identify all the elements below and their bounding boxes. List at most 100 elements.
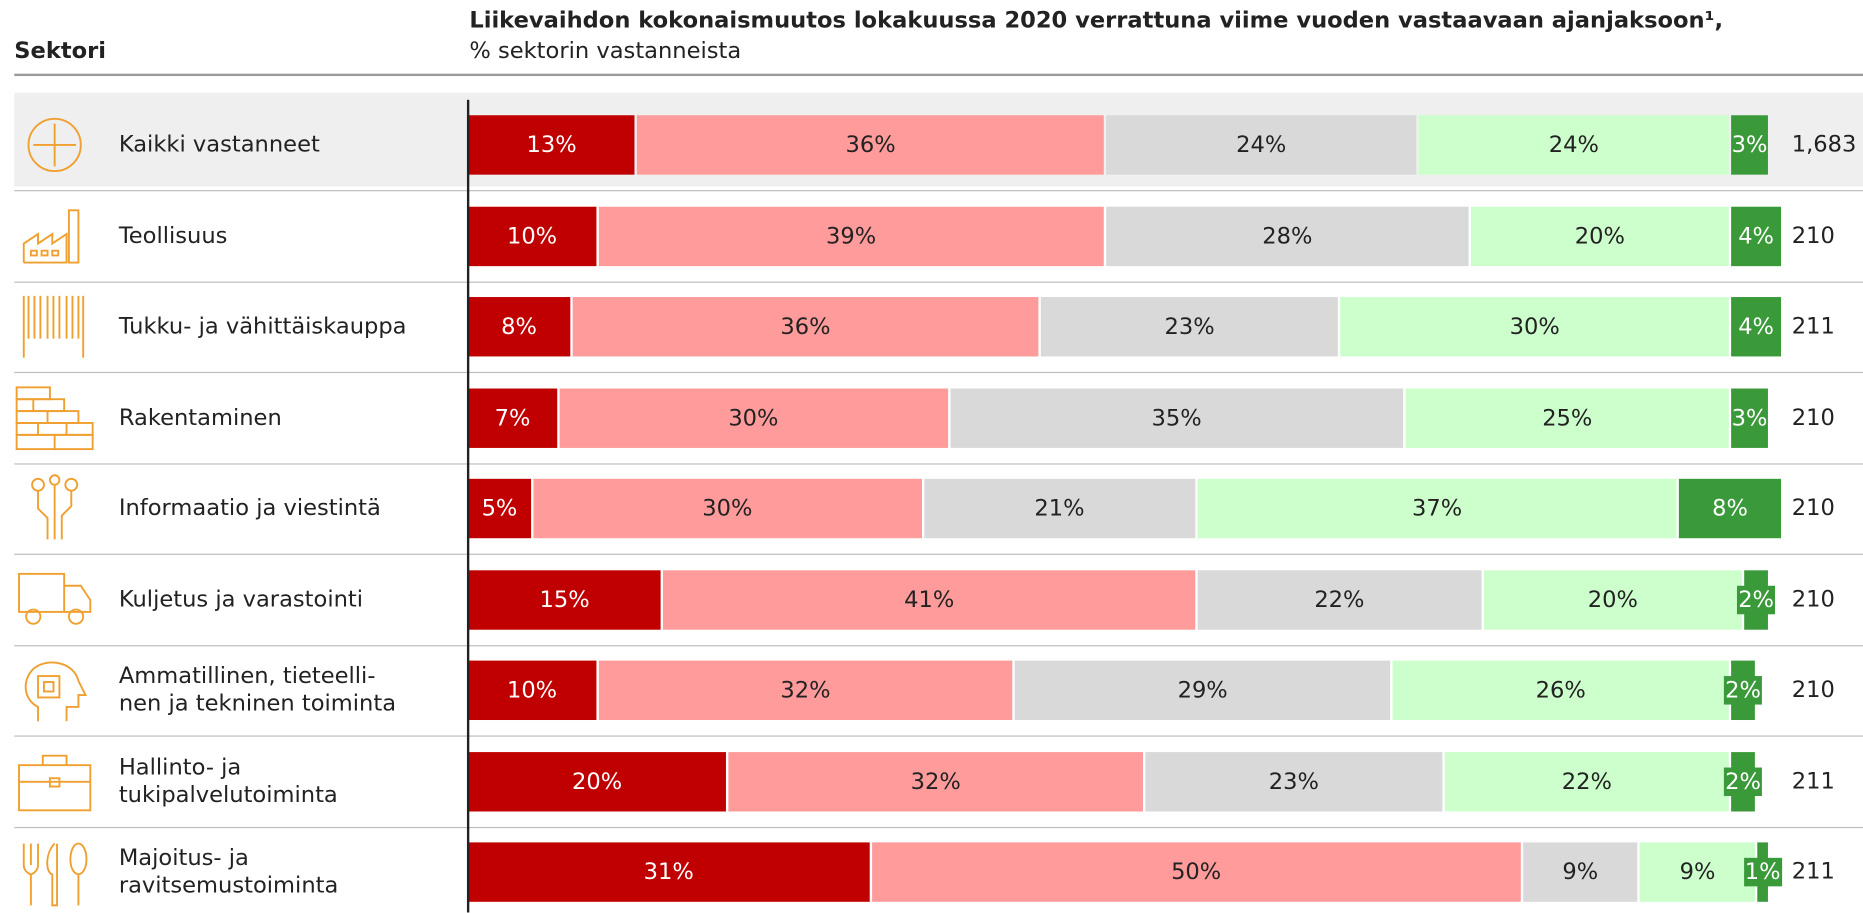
bar-value-label: 3% xyxy=(1731,404,1768,431)
bar-segment xyxy=(949,387,1404,448)
bar-segment xyxy=(1418,115,1729,175)
row-separator xyxy=(14,644,1863,647)
bar-segment xyxy=(1679,478,1781,539)
bar-value-label: 9% xyxy=(1679,859,1716,886)
bar-segment xyxy=(1106,206,1469,266)
bar-segment xyxy=(1340,297,1729,357)
respondent-count: 210 xyxy=(1791,494,1835,521)
bar-segment xyxy=(1731,115,1768,175)
bar-value-label: 9% xyxy=(1562,859,1599,886)
bar-value-label: 2% xyxy=(1723,676,1763,705)
bar-segment xyxy=(1106,115,1417,175)
bar-segment xyxy=(572,297,1039,357)
icon-part xyxy=(40,249,49,256)
row-separator xyxy=(14,190,1863,192)
bar-segment xyxy=(468,569,662,630)
bar-value-label: 7% xyxy=(494,404,531,431)
icon-part xyxy=(15,421,94,436)
bar-value-label: 30% xyxy=(728,404,779,431)
sector-icon xyxy=(14,746,95,817)
bar-segment xyxy=(1041,297,1339,357)
row-separator xyxy=(14,372,1863,374)
icon-part xyxy=(18,763,92,811)
icon-part xyxy=(64,477,79,492)
bar-segment xyxy=(468,842,870,902)
icon-part xyxy=(22,295,85,358)
bar-segment xyxy=(1483,569,1742,630)
icon-part xyxy=(18,572,66,613)
category-label: Teollisuus xyxy=(118,222,228,249)
icon-part xyxy=(27,117,82,173)
icon-part xyxy=(48,776,61,787)
icon-part xyxy=(15,385,51,400)
bar-segment xyxy=(533,478,922,539)
bar-value-label: 1% xyxy=(1743,857,1782,887)
icon-part xyxy=(25,607,42,625)
bar-segment xyxy=(1015,660,1391,721)
sector-icon xyxy=(14,382,95,453)
bar-value-label: 25% xyxy=(1542,404,1593,431)
sector-icon xyxy=(14,836,95,907)
icon-part xyxy=(67,607,85,625)
bar-segment xyxy=(1392,660,1729,721)
bar-value-label: 10% xyxy=(506,222,558,249)
bar-value-label: 35% xyxy=(1151,404,1202,431)
sector-icon xyxy=(14,200,95,271)
category-label: Informaatio ja viestintä xyxy=(118,494,381,521)
row-separator xyxy=(14,553,1863,556)
bar-segment xyxy=(468,751,727,811)
bar-segment xyxy=(1731,206,1781,266)
bar-value-label: 30% xyxy=(702,495,753,522)
respondent-count: 211 xyxy=(1791,858,1835,885)
bar-value-label: 23% xyxy=(1164,313,1215,340)
bar-value-label: 32% xyxy=(910,768,961,795)
bar-value-label: 30% xyxy=(1509,313,1560,340)
row-separator xyxy=(14,463,1863,465)
bar-segment xyxy=(663,569,1195,630)
bar-value-label: 39% xyxy=(825,222,877,249)
icon-part xyxy=(64,584,92,613)
icon-part xyxy=(15,385,94,450)
bar-segment xyxy=(468,115,636,175)
category-label: Kuljetus ja varastointi xyxy=(118,585,364,612)
respondent-count: 1,683 xyxy=(1791,131,1857,158)
icon-part xyxy=(24,661,88,722)
bar-segment xyxy=(923,478,1195,539)
bar-segment xyxy=(728,751,1143,811)
bar-segment xyxy=(637,115,1104,175)
bar-segment xyxy=(1731,387,1768,448)
bar-segment xyxy=(468,387,557,448)
bar-value-label: 22% xyxy=(1561,768,1612,795)
sector-icon xyxy=(14,473,95,544)
category-label: Rakentaminen xyxy=(118,403,282,431)
bar-value-label: 32% xyxy=(780,677,831,704)
bar-value-label: 36% xyxy=(780,313,831,340)
bar-segment xyxy=(1197,569,1482,630)
bar-value-label: 3% xyxy=(1731,131,1768,159)
sector-header: Sektori xyxy=(14,38,107,65)
bar-segment xyxy=(1470,206,1729,266)
bar-value-label: 28% xyxy=(1262,222,1313,249)
icon-part xyxy=(43,681,55,693)
bar-segment xyxy=(468,297,570,357)
category-label: Hallinto- ja tukipalvelutoiminta xyxy=(118,753,338,808)
bar-segment xyxy=(1731,297,1781,357)
bar-value-label: 15% xyxy=(539,586,590,613)
category-label: Kaikki vastanneet xyxy=(118,131,320,158)
sector-icon xyxy=(14,655,95,726)
bar-segment xyxy=(1197,478,1677,539)
category-label: Majoitus- ja ravitsemustoiminta xyxy=(118,844,339,899)
icon-part xyxy=(51,249,60,256)
bar-segment xyxy=(1640,842,1755,902)
row-separator xyxy=(14,826,1863,828)
sector-icon xyxy=(14,564,95,635)
bar-value-label: 20% xyxy=(572,768,623,795)
respondent-count: 211 xyxy=(1791,767,1835,794)
sector-icon xyxy=(14,291,95,362)
icon-part xyxy=(19,754,91,783)
respondent-count: 210 xyxy=(1791,403,1835,431)
icon-part xyxy=(22,208,80,263)
icon-part xyxy=(31,474,79,540)
